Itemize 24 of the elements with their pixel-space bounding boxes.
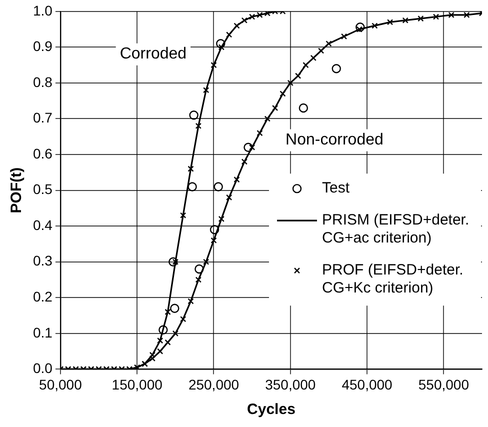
annotation: Corroded [120, 46, 187, 63]
y-tick-label: 0.4 [32, 216, 53, 233]
y-tick-label: 0.3 [32, 252, 53, 269]
y-tick-label: 0.8 [32, 74, 53, 90]
x-tick-label: 550,000 [418, 376, 470, 392]
y-tick-label: 0.6 [32, 145, 53, 162]
legend-label: PROF (EIFSD+deter. CG+Kc criterion) [322, 262, 464, 297]
annotation: Non-corroded [286, 132, 384, 149]
y-tick-label: 1.0 [32, 2, 53, 18]
x-axis-title: Cycles [247, 401, 296, 418]
y-tick-label: 0.2 [32, 288, 53, 304]
x-tick-label: 150,000 [112, 376, 163, 392]
y-tick-label: 0.7 [32, 110, 53, 126]
y-axis-title: POF(t) [8, 167, 26, 214]
legend-label: PRISM (EIFSD+deter. CG+ac criterion) [322, 212, 470, 247]
y-tick-label: 0.1 [32, 324, 53, 340]
legend-label: Test [322, 180, 350, 197]
x-tick-label: 50,000 [39, 376, 82, 392]
y-tick-label: 0.9 [32, 38, 53, 54]
x-tick-label: 350,000 [265, 376, 316, 392]
y-tick-label: 0.5 [32, 181, 53, 198]
y-tick-label: 0.0 [32, 360, 53, 376]
x-tick-label: 450,000 [342, 376, 393, 392]
x-tick-label: 250,000 [188, 376, 240, 392]
